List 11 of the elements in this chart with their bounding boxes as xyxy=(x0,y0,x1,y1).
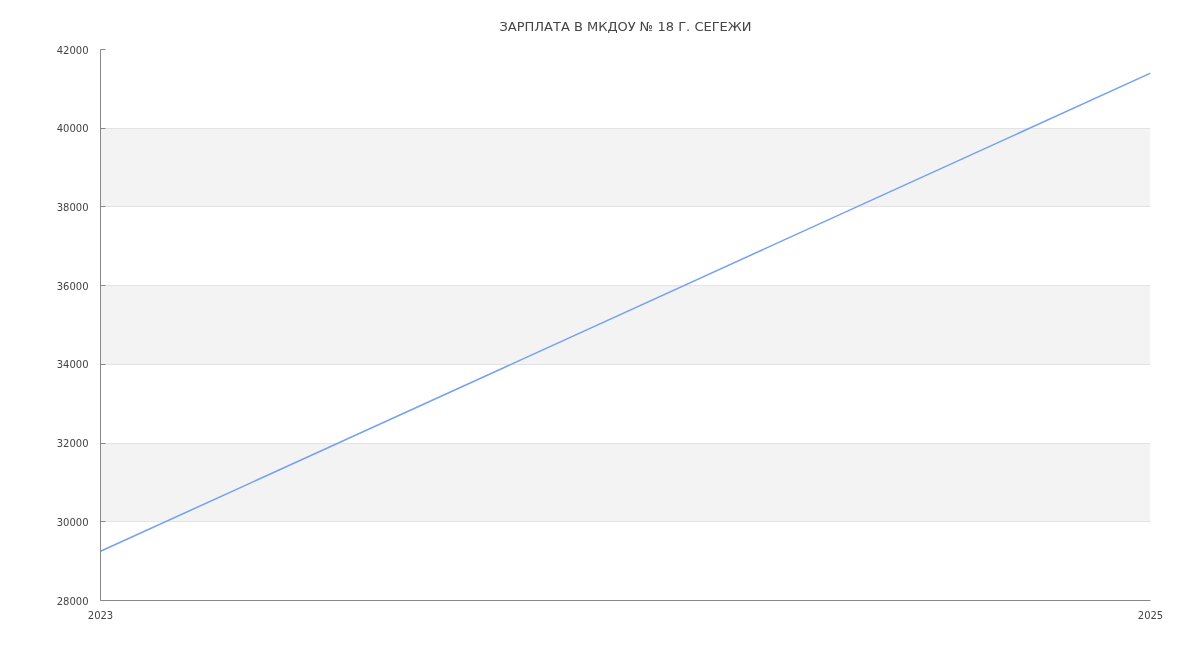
y-tick-label: 42000 xyxy=(56,44,89,56)
y-tick-label: 34000 xyxy=(56,359,89,371)
x-tick-label: 2023 xyxy=(87,609,114,621)
y-tick-label: 28000 xyxy=(56,595,89,607)
y-tick-label: 36000 xyxy=(56,280,89,292)
chart-title: ЗАРПЛАТА В МКДОУ № 18 Г. СЕГЕЖИ xyxy=(499,18,752,34)
y-tick-label: 32000 xyxy=(56,438,89,450)
y-tick-label: 40000 xyxy=(56,123,89,135)
y-tick-label: 30000 xyxy=(56,516,89,528)
y-tick-label: 38000 xyxy=(56,201,89,213)
x-tick-label: 2025 xyxy=(1137,609,1164,621)
